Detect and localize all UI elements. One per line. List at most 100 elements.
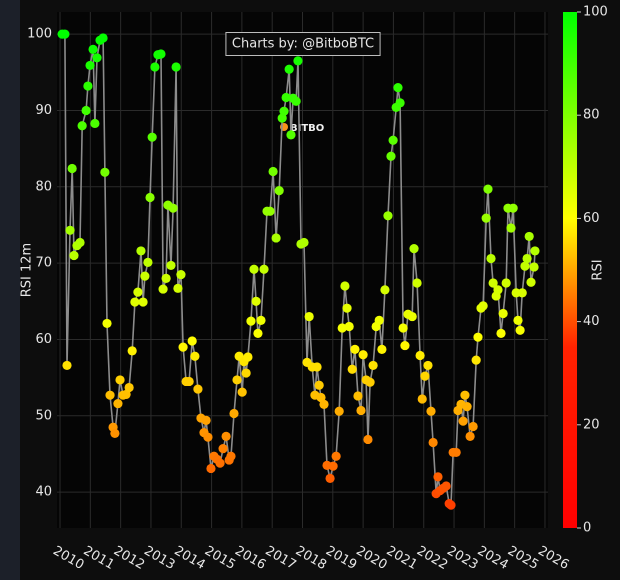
rsi-point: [161, 273, 171, 283]
rsi-point: [498, 308, 508, 319]
rsi-point: [253, 328, 263, 338]
rsi-point: [312, 362, 322, 372]
y-tick-label: 90: [35, 103, 52, 118]
rsi-point: [468, 421, 478, 432]
rsi-point: [85, 60, 95, 71]
rsi-point: [133, 287, 143, 297]
rsi-point: [256, 315, 266, 325]
rsi-point: [420, 371, 430, 381]
rsi-point: [407, 311, 417, 322]
rsi-point: [69, 250, 79, 261]
rsi-point: [377, 344, 387, 354]
rsi-point: [206, 463, 216, 474]
y-tick-label: 50: [35, 408, 52, 423]
rsi-point: [347, 364, 357, 374]
y-tick-label: 80: [35, 179, 52, 194]
rsi-point: [358, 350, 368, 360]
rsi-point: [215, 458, 225, 468]
colorbar-tick-label: 100: [583, 5, 608, 20]
rsi-point: [176, 269, 186, 280]
rsi-point: [110, 428, 120, 438]
rsi-point: [383, 211, 393, 221]
rsi-point: [441, 481, 451, 491]
rsi-point: [428, 437, 438, 448]
rsi-point: [237, 387, 247, 397]
rsi-point: [331, 451, 341, 461]
rsi-point: [415, 350, 425, 361]
rsi-point: [334, 406, 344, 416]
rsi-point: [446, 500, 456, 510]
annotation: Charts by: @BitboBTC: [232, 37, 374, 52]
rsi-point: [496, 328, 506, 338]
rsi-point: [143, 257, 153, 267]
rsi-point: [75, 237, 85, 248]
rsi-point: [473, 332, 483, 342]
rsi-point: [113, 398, 123, 409]
rsi-point: [90, 118, 100, 129]
rsi-point: [530, 246, 540, 256]
rsi-point: [105, 390, 115, 400]
y-tick-label: 40: [35, 485, 52, 500]
side-strip: [0, 0, 20, 580]
rsi-point: [451, 447, 461, 458]
rsi-point: [460, 390, 470, 400]
y-tick-label: 60: [35, 332, 52, 347]
rsi-point: [522, 253, 532, 264]
rsi-point: [168, 203, 178, 213]
rsi-point: [65, 225, 75, 235]
rsi-point: [520, 261, 530, 271]
rsi-point: [380, 285, 390, 295]
rsi-point: [423, 360, 433, 371]
rsi-point: [501, 278, 511, 288]
rsi-point: [314, 380, 324, 390]
rsi-point: [319, 399, 329, 409]
rsi-point: [279, 106, 289, 116]
rsi-point: [156, 49, 166, 59]
colorbar-tick-label: 20: [583, 417, 600, 432]
rsi-point: [342, 303, 352, 313]
colorbar-tick-label: 60: [583, 211, 600, 226]
rsi-point: [243, 352, 253, 362]
rsi-point: [115, 375, 125, 385]
colorbar-tick-label: 80: [583, 108, 600, 123]
rsi-point: [121, 389, 131, 400]
rsi-point: [203, 432, 213, 442]
rsi-point: [150, 62, 160, 72]
rsi-point: [187, 336, 197, 346]
rsi-point: [465, 431, 475, 442]
watermark: BITBO: [290, 123, 324, 134]
rsi-point: [124, 382, 134, 393]
rsi-point: [368, 360, 378, 371]
rsi-point: [130, 297, 140, 307]
rsi-point: [337, 323, 347, 333]
rsi-point: [506, 223, 516, 233]
rsi-point: [483, 184, 493, 194]
rsi-point: [138, 297, 148, 307]
rsi-point: [529, 262, 539, 272]
rsi-point: [274, 186, 284, 196]
rsi-point: [268, 166, 278, 177]
rsi-point: [190, 351, 200, 361]
rsi-point: [325, 473, 335, 483]
rsi-point: [524, 231, 534, 242]
rsi-point: [193, 384, 203, 394]
rsi-point: [299, 237, 309, 248]
rsi-point: [515, 325, 525, 335]
rsi-point: [102, 318, 112, 329]
rsi-point: [513, 315, 523, 325]
rsi-point: [271, 233, 281, 243]
rsi-point: [127, 346, 137, 356]
rsi-point: [412, 278, 422, 288]
rsi-point: [409, 244, 419, 254]
rsi-point: [508, 203, 518, 213]
rsi-point: [395, 98, 405, 108]
rsi-point: [166, 260, 176, 271]
rsi-point: [265, 206, 275, 216]
rsi-point: [340, 281, 350, 291]
rsi-point: [365, 377, 375, 387]
rsi-point: [281, 92, 291, 103]
rsi-point: [517, 288, 527, 298]
rsi-point: [92, 53, 102, 63]
rsi-point: [393, 82, 403, 93]
